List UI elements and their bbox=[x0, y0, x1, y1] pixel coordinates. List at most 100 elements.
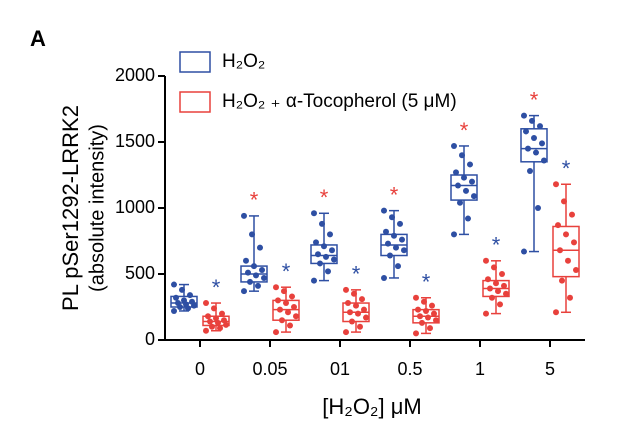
y-tick-label: 2000 bbox=[115, 65, 155, 85]
significance-marker: * bbox=[390, 182, 399, 207]
data-point bbox=[399, 236, 405, 243]
data-point bbox=[457, 199, 463, 206]
data-point bbox=[415, 306, 421, 313]
data-point bbox=[483, 310, 489, 317]
legend-label: H₂O₂ bbox=[222, 51, 265, 72]
data-point bbox=[171, 281, 177, 288]
data-point bbox=[461, 174, 467, 181]
data-point bbox=[179, 286, 185, 293]
y-tick-label: 1000 bbox=[115, 197, 155, 217]
data-point bbox=[459, 152, 465, 159]
data-point bbox=[487, 285, 493, 292]
data-point bbox=[555, 222, 561, 229]
data-point bbox=[563, 231, 569, 238]
significance-marker: * bbox=[562, 156, 571, 181]
data-point bbox=[529, 117, 535, 124]
data-point bbox=[187, 292, 193, 299]
data-point bbox=[173, 294, 179, 301]
data-point bbox=[209, 323, 215, 330]
data-point bbox=[417, 313, 423, 320]
x-tick-label: 0 bbox=[195, 359, 205, 379]
data-point bbox=[343, 286, 349, 293]
panel-label: A bbox=[30, 26, 46, 51]
y-tick-label: 1500 bbox=[115, 131, 155, 151]
y-axis-label: PL pSer1292-LRRK2 bbox=[58, 105, 83, 311]
data-point bbox=[381, 274, 387, 281]
data-point bbox=[291, 304, 297, 310]
data-point bbox=[383, 228, 389, 235]
data-point bbox=[349, 318, 355, 325]
data-point bbox=[569, 211, 575, 218]
x-tick-label: 01 bbox=[330, 359, 350, 379]
data-point bbox=[347, 309, 353, 316]
data-point bbox=[313, 239, 319, 246]
data-point bbox=[215, 319, 221, 326]
data-point bbox=[423, 307, 429, 314]
data-point bbox=[501, 282, 507, 289]
data-point bbox=[397, 220, 403, 227]
data-point bbox=[329, 247, 335, 254]
data-point bbox=[323, 253, 329, 260]
data-point bbox=[395, 263, 401, 270]
data-point bbox=[223, 321, 229, 328]
data-point bbox=[429, 302, 435, 309]
data-point bbox=[247, 278, 253, 285]
data-point bbox=[557, 247, 563, 254]
data-point bbox=[421, 298, 427, 305]
data-point bbox=[207, 318, 213, 325]
data-point bbox=[387, 252, 393, 259]
data-point bbox=[243, 257, 249, 264]
data-point bbox=[491, 264, 497, 271]
data-point bbox=[245, 269, 251, 276]
data-point bbox=[325, 268, 331, 275]
significance-marker: * bbox=[250, 188, 259, 213]
data-point bbox=[493, 280, 499, 287]
data-point bbox=[525, 145, 531, 152]
data-point bbox=[315, 251, 321, 258]
x-tick-label: 0.05 bbox=[252, 359, 287, 379]
data-point bbox=[401, 247, 407, 254]
data-point bbox=[359, 296, 365, 303]
y-axis-label: (absolute intensity) bbox=[86, 124, 108, 292]
data-point bbox=[279, 317, 285, 324]
data-point bbox=[259, 267, 265, 274]
data-point bbox=[277, 306, 283, 313]
data-point bbox=[539, 140, 545, 147]
y-tick-label: 0 bbox=[145, 329, 155, 349]
data-point bbox=[241, 288, 247, 295]
data-point bbox=[361, 306, 367, 313]
data-point bbox=[521, 248, 527, 255]
data-point bbox=[273, 284, 279, 291]
x-tick-label: 0.5 bbox=[397, 359, 422, 379]
data-point bbox=[503, 290, 509, 297]
data-point bbox=[311, 277, 317, 284]
data-point bbox=[527, 168, 533, 175]
data-point bbox=[213, 315, 219, 322]
data-point bbox=[535, 205, 541, 211]
data-point bbox=[261, 274, 267, 281]
data-point bbox=[221, 317, 227, 324]
data-point bbox=[471, 193, 477, 200]
data-point bbox=[211, 305, 217, 312]
data-point bbox=[327, 231, 333, 238]
data-point bbox=[573, 267, 579, 274]
data-point bbox=[541, 157, 547, 164]
data-point bbox=[205, 313, 211, 320]
data-point bbox=[559, 277, 565, 284]
data-point bbox=[255, 282, 261, 289]
data-point bbox=[455, 182, 461, 189]
data-point bbox=[427, 325, 433, 332]
data-point bbox=[561, 198, 567, 205]
data-point bbox=[253, 272, 259, 279]
data-point bbox=[293, 313, 299, 320]
data-point bbox=[285, 309, 291, 316]
data-point bbox=[413, 294, 419, 301]
data-point bbox=[521, 112, 527, 119]
data-point bbox=[495, 288, 501, 295]
data-point bbox=[431, 310, 437, 317]
data-point bbox=[351, 290, 357, 297]
legend-label: H₂O₂ ₊ α-Tocopherol (5 μM) bbox=[222, 91, 457, 112]
y-tick-label: 500 bbox=[125, 263, 155, 283]
significance-marker: * bbox=[492, 233, 501, 258]
